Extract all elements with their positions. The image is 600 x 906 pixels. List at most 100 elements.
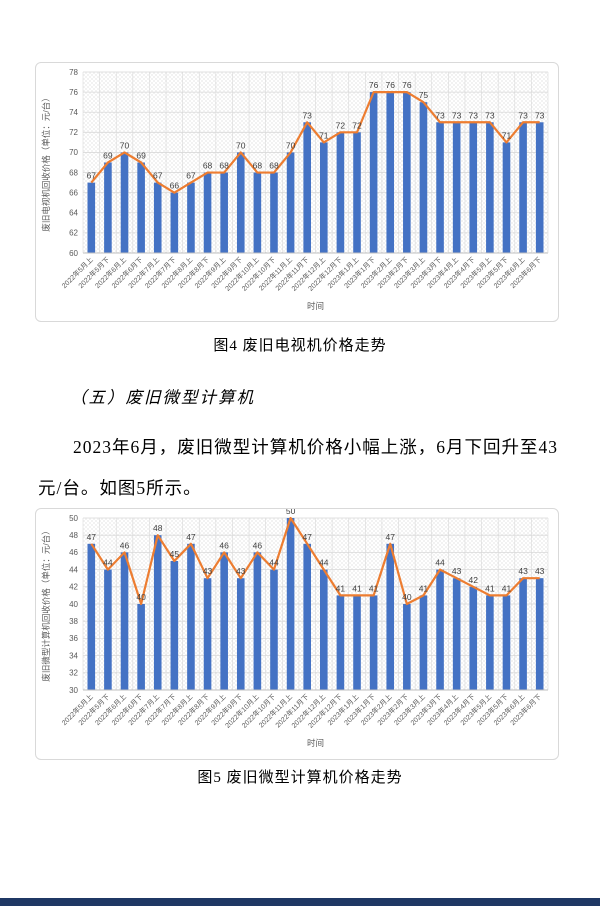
- svg-text:46: 46: [253, 540, 263, 550]
- svg-text:68: 68: [69, 168, 78, 177]
- svg-text:70: 70: [236, 140, 246, 150]
- svg-text:40: 40: [402, 592, 412, 602]
- svg-text:76: 76: [385, 80, 395, 90]
- svg-text:50: 50: [69, 514, 78, 523]
- svg-text:68: 68: [219, 161, 229, 171]
- svg-text:48: 48: [69, 531, 78, 540]
- svg-text:76: 76: [369, 80, 379, 90]
- paragraph-line: 2023年6月，废旧微型计算机价格小幅上涨，6月下回升至43: [73, 437, 558, 457]
- svg-text:72: 72: [336, 120, 346, 130]
- svg-text:44: 44: [269, 558, 279, 568]
- bar-series: [87, 518, 544, 690]
- svg-text:76: 76: [69, 88, 78, 97]
- svg-text:45: 45: [170, 549, 180, 559]
- svg-text:46: 46: [219, 540, 229, 550]
- svg-text:67: 67: [153, 171, 163, 181]
- svg-text:60: 60: [69, 249, 78, 258]
- trend-line: [90, 516, 540, 606]
- svg-text:44: 44: [103, 558, 113, 568]
- svg-text:41: 41: [352, 583, 362, 593]
- svg-text:34: 34: [69, 651, 78, 660]
- x-axis-ticks: 2022年5月上2022年5月下2022年6月上2022年6月下2022年7月上…: [60, 692, 543, 730]
- svg-text:72: 72: [352, 120, 362, 130]
- svg-text:42: 42: [469, 575, 479, 585]
- svg-text:73: 73: [435, 110, 445, 120]
- y-axis-ticks: 60 62 64 66 68 70 72 74 76 78: [69, 68, 78, 258]
- svg-text:47: 47: [87, 532, 97, 542]
- svg-text:71: 71: [319, 130, 329, 140]
- svg-text:71: 71: [502, 130, 512, 140]
- svg-text:69: 69: [136, 151, 146, 161]
- svg-text:30: 30: [69, 686, 78, 695]
- svg-text:76: 76: [402, 80, 412, 90]
- svg-text:66: 66: [69, 188, 78, 197]
- svg-text:43: 43: [203, 566, 213, 576]
- svg-text:44: 44: [319, 558, 329, 568]
- figure4-tv-price-chart: 60 62 64 66 68 70 72 74 76 78 67 69 70 69 67 66 67 68 68 70…: [35, 62, 559, 322]
- svg-text:47: 47: [385, 532, 395, 542]
- x-axis-title: 时间: [307, 301, 324, 311]
- svg-text:75: 75: [419, 90, 429, 100]
- svg-text:62: 62: [69, 229, 78, 238]
- svg-text:70: 70: [286, 140, 296, 150]
- paragraph-line: 元/台。如图5所示。: [38, 478, 202, 498]
- x-axis-ticks: 2022年5月上2022年5月下2022年6月上2022年6月下2022年7月上…: [60, 255, 543, 293]
- page-bottom-bar: [0, 898, 600, 906]
- figure5-caption: 图5 废旧微型计算机价格走势: [197, 770, 403, 786]
- svg-text:69: 69: [103, 151, 113, 161]
- svg-text:41: 41: [419, 583, 429, 593]
- svg-text:32: 32: [69, 669, 78, 678]
- svg-text:67: 67: [87, 171, 97, 181]
- figure5-chart-svg: 30 32 34 36 38 40 42 44 46 48 50 47 44 46 40 48 45 47 43 46…: [41, 509, 549, 748]
- svg-text:47: 47: [186, 532, 196, 542]
- svg-text:43: 43: [452, 566, 462, 576]
- svg-text:43: 43: [535, 566, 545, 576]
- svg-text:43: 43: [236, 566, 246, 576]
- svg-text:74: 74: [69, 108, 78, 117]
- svg-text:41: 41: [502, 583, 512, 593]
- svg-text:47: 47: [302, 532, 312, 542]
- data-labels: 47 44 46 40 48 45 47 43 46 43 46 44 50 47 44 41 41 41 47 40…: [87, 509, 545, 602]
- svg-text:41: 41: [369, 583, 379, 593]
- svg-text:48: 48: [153, 523, 163, 533]
- svg-text:40: 40: [69, 600, 78, 609]
- svg-text:73: 73: [535, 110, 545, 120]
- svg-text:38: 38: [69, 617, 78, 626]
- x-axis-title: 时间: [307, 738, 324, 748]
- svg-text:40: 40: [136, 592, 146, 602]
- svg-text:46: 46: [69, 548, 78, 557]
- y-axis-title: 废旧电视机回收价格（单位：元/台）: [41, 93, 51, 231]
- svg-text:42: 42: [69, 583, 78, 592]
- svg-text:73: 73: [485, 110, 495, 120]
- svg-text:72: 72: [69, 128, 78, 137]
- svg-text:67: 67: [186, 171, 196, 181]
- svg-text:64: 64: [69, 209, 78, 218]
- svg-text:73: 73: [518, 110, 528, 120]
- svg-text:41: 41: [336, 583, 346, 593]
- svg-text:68: 68: [269, 161, 279, 171]
- svg-text:44: 44: [69, 565, 78, 574]
- svg-text:70: 70: [69, 148, 78, 157]
- trend-line: [90, 91, 540, 194]
- section-heading: （五）废旧微型计算机: [70, 388, 255, 407]
- svg-text:50: 50: [286, 509, 296, 516]
- svg-text:73: 73: [452, 110, 462, 120]
- svg-text:36: 36: [69, 634, 78, 643]
- figure4-chart-svg: 60 62 64 66 68 70 72 74 76 78 67 69 70 69 67 66 67 68 68 70…: [41, 68, 549, 311]
- figure4-caption: 图4 废旧电视机价格走势: [213, 338, 387, 354]
- bar-series: [87, 92, 544, 254]
- svg-text:73: 73: [302, 110, 312, 120]
- svg-text:68: 68: [253, 161, 263, 171]
- svg-text:46: 46: [120, 540, 130, 550]
- svg-text:41: 41: [485, 583, 495, 593]
- svg-text:43: 43: [518, 566, 528, 576]
- svg-text:44: 44: [435, 558, 445, 568]
- body-paragraph: 2023年6月，废旧微型计算机价格小幅上涨，6月下回升至43 元/台。如图5所示…: [38, 427, 562, 509]
- y-axis-ticks: 30 32 34 36 38 40 42 44 46 48 50: [69, 514, 78, 695]
- data-labels: 67 69 70 69 67 66 67 68 68 70 68 68 70 73 71 72 72 76 76 76…: [87, 80, 545, 191]
- svg-text:68: 68: [203, 161, 213, 171]
- y-axis-title: 废旧微型计算机回收价格（单位：元/台）: [41, 526, 51, 681]
- svg-text:73: 73: [469, 110, 479, 120]
- svg-text:70: 70: [120, 140, 130, 150]
